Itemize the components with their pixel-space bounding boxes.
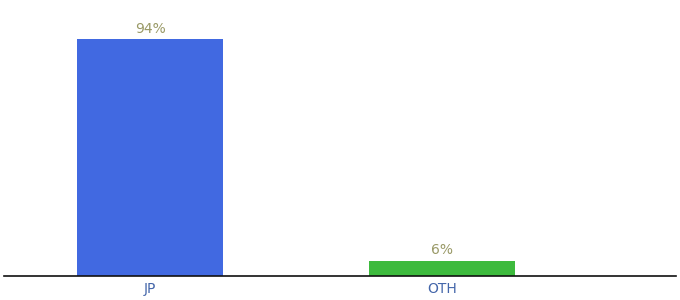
Text: 94%: 94% bbox=[135, 22, 165, 36]
Text: 6%: 6% bbox=[431, 243, 453, 257]
Bar bbox=[369, 261, 515, 276]
Bar bbox=[77, 39, 223, 276]
